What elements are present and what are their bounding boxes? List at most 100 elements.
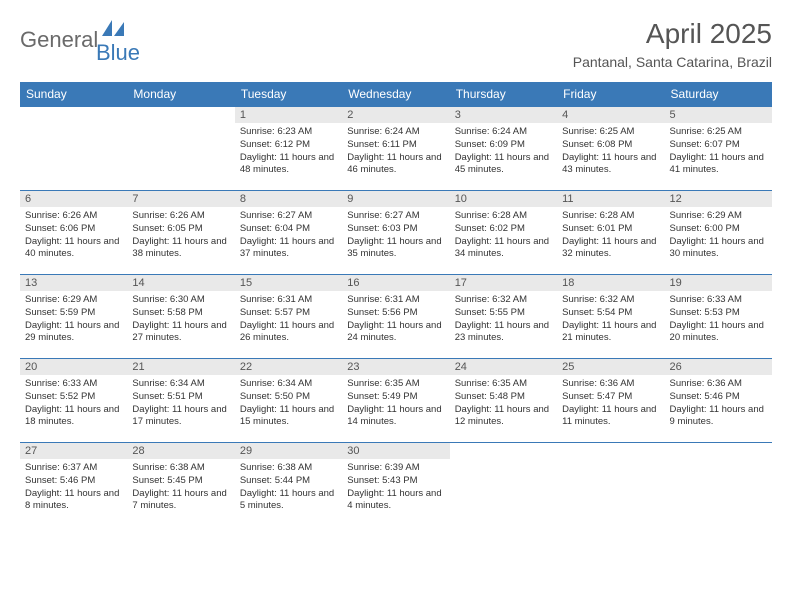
day-info: Sunrise: 6:25 AMSunset: 6:07 PMDaylight:… [665, 123, 772, 180]
day-info: Sunrise: 6:32 AMSunset: 5:55 PMDaylight:… [450, 291, 557, 348]
title-block: April 2025 Pantanal, Santa Catarina, Bra… [573, 18, 772, 70]
calendar-cell [450, 443, 557, 527]
day-number: 6 [20, 191, 127, 207]
calendar-table: SundayMondayTuesdayWednesdayThursdayFrid… [20, 82, 772, 527]
calendar-row: 1Sunrise: 6:23 AMSunset: 6:12 PMDaylight… [20, 107, 772, 191]
day-info: Sunrise: 6:34 AMSunset: 5:50 PMDaylight:… [235, 375, 342, 432]
day-number: 24 [450, 359, 557, 375]
calendar-row: 20Sunrise: 6:33 AMSunset: 5:52 PMDayligh… [20, 359, 772, 443]
day-info: Sunrise: 6:36 AMSunset: 5:46 PMDaylight:… [665, 375, 772, 432]
calendar-cell: 12Sunrise: 6:29 AMSunset: 6:00 PMDayligh… [665, 191, 772, 275]
day-number: 28 [127, 443, 234, 459]
day-info: Sunrise: 6:23 AMSunset: 6:12 PMDaylight:… [235, 123, 342, 180]
logo: General Blue [20, 18, 150, 62]
day-info: Sunrise: 6:24 AMSunset: 6:11 PMDaylight:… [342, 123, 449, 180]
day-number: 23 [342, 359, 449, 375]
day-info: Sunrise: 6:33 AMSunset: 5:52 PMDaylight:… [20, 375, 127, 432]
day-number: 21 [127, 359, 234, 375]
calendar-row: 6Sunrise: 6:26 AMSunset: 6:06 PMDaylight… [20, 191, 772, 275]
day-number: 27 [20, 443, 127, 459]
calendar-header-row: SundayMondayTuesdayWednesdayThursdayFrid… [20, 82, 772, 107]
calendar-cell: 7Sunrise: 6:26 AMSunset: 6:05 PMDaylight… [127, 191, 234, 275]
day-number: 15 [235, 275, 342, 291]
day-number: 8 [235, 191, 342, 207]
calendar-cell [127, 107, 234, 191]
calendar-row: 13Sunrise: 6:29 AMSunset: 5:59 PMDayligh… [20, 275, 772, 359]
day-info: Sunrise: 6:35 AMSunset: 5:48 PMDaylight:… [450, 375, 557, 432]
day-number: 25 [557, 359, 664, 375]
day-number: 26 [665, 359, 772, 375]
calendar-cell: 20Sunrise: 6:33 AMSunset: 5:52 PMDayligh… [20, 359, 127, 443]
calendar-cell: 3Sunrise: 6:24 AMSunset: 6:09 PMDaylight… [450, 107, 557, 191]
calendar-cell [557, 443, 664, 527]
calendar-cell: 19Sunrise: 6:33 AMSunset: 5:53 PMDayligh… [665, 275, 772, 359]
calendar-cell: 15Sunrise: 6:31 AMSunset: 5:57 PMDayligh… [235, 275, 342, 359]
day-info: Sunrise: 6:34 AMSunset: 5:51 PMDaylight:… [127, 375, 234, 432]
calendar-cell: 6Sunrise: 6:26 AMSunset: 6:06 PMDaylight… [20, 191, 127, 275]
weekday-header: Thursday [450, 82, 557, 107]
day-number: 14 [127, 275, 234, 291]
calendar-cell: 21Sunrise: 6:34 AMSunset: 5:51 PMDayligh… [127, 359, 234, 443]
calendar-cell: 4Sunrise: 6:25 AMSunset: 6:08 PMDaylight… [557, 107, 664, 191]
day-info: Sunrise: 6:29 AMSunset: 6:00 PMDaylight:… [665, 207, 772, 264]
day-number: 17 [450, 275, 557, 291]
weekday-header: Sunday [20, 82, 127, 107]
day-number: 30 [342, 443, 449, 459]
calendar-cell [20, 107, 127, 191]
day-number: 10 [450, 191, 557, 207]
calendar-cell: 30Sunrise: 6:39 AMSunset: 5:43 PMDayligh… [342, 443, 449, 527]
weekday-header: Saturday [665, 82, 772, 107]
calendar-cell: 9Sunrise: 6:27 AMSunset: 6:03 PMDaylight… [342, 191, 449, 275]
weekday-header: Monday [127, 82, 234, 107]
calendar-cell: 25Sunrise: 6:36 AMSunset: 5:47 PMDayligh… [557, 359, 664, 443]
day-info: Sunrise: 6:27 AMSunset: 6:04 PMDaylight:… [235, 207, 342, 264]
day-info: Sunrise: 6:31 AMSunset: 5:57 PMDaylight:… [235, 291, 342, 348]
calendar-cell: 8Sunrise: 6:27 AMSunset: 6:04 PMDaylight… [235, 191, 342, 275]
day-info: Sunrise: 6:24 AMSunset: 6:09 PMDaylight:… [450, 123, 557, 180]
calendar-body: 1Sunrise: 6:23 AMSunset: 6:12 PMDaylight… [20, 107, 772, 527]
calendar-cell [665, 443, 772, 527]
calendar-cell: 23Sunrise: 6:35 AMSunset: 5:49 PMDayligh… [342, 359, 449, 443]
day-number: 18 [557, 275, 664, 291]
calendar-cell: 22Sunrise: 6:34 AMSunset: 5:50 PMDayligh… [235, 359, 342, 443]
day-info: Sunrise: 6:26 AMSunset: 6:06 PMDaylight:… [20, 207, 127, 264]
day-number: 29 [235, 443, 342, 459]
day-number: 3 [450, 107, 557, 123]
day-info: Sunrise: 6:33 AMSunset: 5:53 PMDaylight:… [665, 291, 772, 348]
day-info: Sunrise: 6:38 AMSunset: 5:44 PMDaylight:… [235, 459, 342, 516]
day-number: 11 [557, 191, 664, 207]
calendar-cell: 11Sunrise: 6:28 AMSunset: 6:01 PMDayligh… [557, 191, 664, 275]
calendar-cell: 29Sunrise: 6:38 AMSunset: 5:44 PMDayligh… [235, 443, 342, 527]
day-info: Sunrise: 6:35 AMSunset: 5:49 PMDaylight:… [342, 375, 449, 432]
calendar-row: 27Sunrise: 6:37 AMSunset: 5:46 PMDayligh… [20, 443, 772, 527]
calendar-cell: 17Sunrise: 6:32 AMSunset: 5:55 PMDayligh… [450, 275, 557, 359]
day-info: Sunrise: 6:26 AMSunset: 6:05 PMDaylight:… [127, 207, 234, 264]
day-info: Sunrise: 6:30 AMSunset: 5:58 PMDaylight:… [127, 291, 234, 348]
calendar-cell: 26Sunrise: 6:36 AMSunset: 5:46 PMDayligh… [665, 359, 772, 443]
day-info: Sunrise: 6:32 AMSunset: 5:54 PMDaylight:… [557, 291, 664, 348]
calendar-cell: 16Sunrise: 6:31 AMSunset: 5:56 PMDayligh… [342, 275, 449, 359]
weekday-header: Wednesday [342, 82, 449, 107]
day-number: 9 [342, 191, 449, 207]
calendar-cell: 1Sunrise: 6:23 AMSunset: 6:12 PMDaylight… [235, 107, 342, 191]
header: General Blue April 2025 Pantanal, Santa … [20, 18, 772, 70]
day-number: 1 [235, 107, 342, 123]
day-number: 19 [665, 275, 772, 291]
day-info: Sunrise: 6:36 AMSunset: 5:47 PMDaylight:… [557, 375, 664, 432]
day-number: 5 [665, 107, 772, 123]
location: Pantanal, Santa Catarina, Brazil [573, 54, 772, 70]
calendar-cell: 5Sunrise: 6:25 AMSunset: 6:07 PMDaylight… [665, 107, 772, 191]
day-number: 12 [665, 191, 772, 207]
day-info: Sunrise: 6:31 AMSunset: 5:56 PMDaylight:… [342, 291, 449, 348]
day-number: 7 [127, 191, 234, 207]
calendar-cell: 2Sunrise: 6:24 AMSunset: 6:11 PMDaylight… [342, 107, 449, 191]
calendar-cell: 14Sunrise: 6:30 AMSunset: 5:58 PMDayligh… [127, 275, 234, 359]
day-info: Sunrise: 6:39 AMSunset: 5:43 PMDaylight:… [342, 459, 449, 516]
day-info: Sunrise: 6:27 AMSunset: 6:03 PMDaylight:… [342, 207, 449, 264]
logo-text-blue: Blue [96, 40, 140, 66]
page-title: April 2025 [573, 18, 772, 50]
day-number: 2 [342, 107, 449, 123]
weekday-header: Friday [557, 82, 664, 107]
calendar-cell: 18Sunrise: 6:32 AMSunset: 5:54 PMDayligh… [557, 275, 664, 359]
day-info: Sunrise: 6:28 AMSunset: 6:02 PMDaylight:… [450, 207, 557, 264]
